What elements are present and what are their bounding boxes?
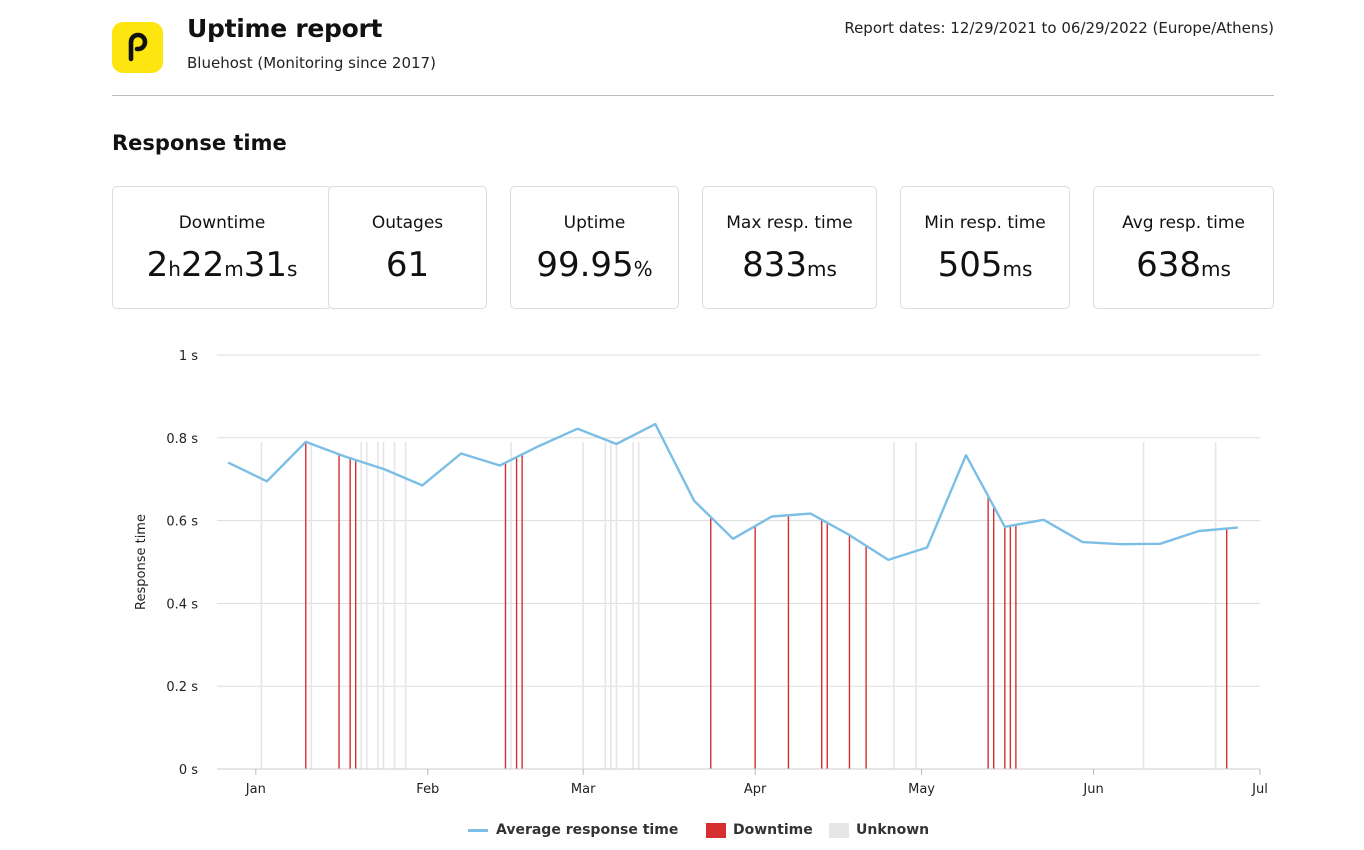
max-resp-card: Max resp. time 833ms (702, 186, 877, 309)
uptime-unit: % (633, 257, 653, 281)
legend-unknown-label: Unknown (856, 822, 930, 838)
section-title: Response time (112, 131, 287, 155)
y-tick-label: 0.8 s (166, 432, 198, 447)
brand-logo (112, 22, 163, 73)
downtime-card: Downtime 2h22m31s (112, 186, 332, 309)
response-time-chart: 0 s 0.2 s 0.4 s 0.6 s 0.8 s 1 s Response time J… (134, 349, 1268, 797)
y-tick-label: 0 s (179, 763, 198, 778)
average-response-line (227, 422, 1238, 562)
downtime-label: Downtime (178, 213, 266, 233)
y-tick-label: 0.2 s (166, 680, 198, 695)
legend-item-downtime: Downtime (706, 822, 813, 838)
outages-label: Outages (371, 213, 444, 233)
legend-downtime-swatch (706, 822, 726, 838)
y-tick-label: 1 s (179, 349, 198, 364)
y-axis-title: Response time (134, 514, 149, 610)
x-tick-label: Jan (245, 782, 266, 797)
minutes-unit: m (224, 257, 244, 281)
chart-legend: Average response time Downtime Unknown (0, 822, 1364, 842)
outages-value: 61 (385, 245, 430, 285)
hours-unit: h (168, 257, 181, 281)
uptime-value: 99.95% (511, 245, 678, 285)
legend-unknown-swatch (829, 822, 849, 838)
x-tick-label: Jul (1251, 782, 1268, 797)
legend-item-average: Average response time (468, 822, 678, 838)
max-resp-label: Max resp. time (726, 213, 853, 233)
uptime-label: Uptime (563, 213, 626, 233)
y-tick-label: 0.6 s (166, 515, 198, 530)
x-tick-label: Apr (744, 782, 767, 797)
downtime-minutes: 22 (180, 245, 225, 285)
x-tick-label: May (908, 782, 935, 797)
uptime-number: 99.95 (536, 245, 634, 285)
legend-average-label: Average response time (496, 822, 679, 838)
avg-resp-label: Avg resp. time (1122, 213, 1245, 233)
y-tick-label: 0.4 s (166, 597, 198, 612)
logo-p-icon (128, 32, 148, 62)
page-subtitle: Bluehost (Monitoring since 2017) (187, 54, 436, 72)
min-resp-value: 505ms (901, 245, 1069, 285)
x-tick-label: Feb (416, 782, 439, 797)
seconds-unit: s (286, 257, 298, 281)
header-divider (112, 95, 1274, 96)
avg-resp-value: 638ms (1094, 245, 1273, 285)
uptime-card: Uptime 99.95% (510, 186, 679, 309)
max-resp-number: 833 (742, 245, 807, 285)
min-resp-label: Min resp. time (924, 213, 1046, 233)
outages-card: Outages 61 (328, 186, 487, 309)
downtime-value: 2h22m31s (113, 245, 331, 285)
legend-item-unknown: Unknown (829, 822, 929, 838)
x-tick-label: Jun (1082, 782, 1103, 797)
downtime-hours: 2 (146, 245, 169, 285)
avg-resp-card: Avg resp. time 638ms (1093, 186, 1274, 309)
min-resp-unit: ms (1002, 257, 1033, 281)
page-title: Uptime report (187, 14, 383, 43)
min-resp-card: Min resp. time 505ms (900, 186, 1070, 309)
max-resp-value: 833ms (703, 245, 876, 285)
legend-downtime-label: Downtime (733, 822, 813, 838)
avg-resp-unit: ms (1201, 257, 1231, 281)
max-resp-unit: ms (807, 257, 837, 281)
downtime-seconds: 31 (243, 245, 287, 285)
report-dates: Report dates: 12/29/2021 to 06/29/2022 (… (844, 19, 1274, 37)
legend-line-swatch (468, 828, 488, 832)
avg-resp-number: 638 (1136, 245, 1201, 285)
x-tick-label: Mar (571, 782, 596, 797)
min-resp-number: 505 (937, 245, 1003, 285)
